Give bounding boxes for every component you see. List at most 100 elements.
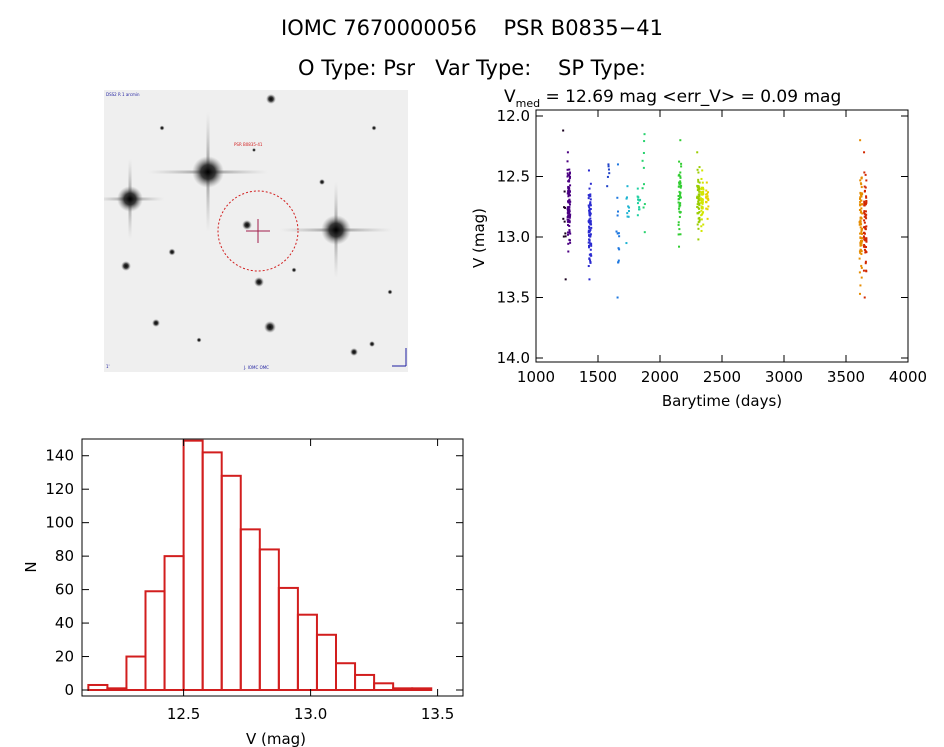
lc-data-point	[696, 223, 699, 226]
lc-data-point	[865, 240, 868, 243]
lc-data-point	[864, 186, 867, 189]
lc-data-point	[865, 225, 868, 228]
lc-data-point	[699, 197, 702, 200]
lc-data-point	[562, 217, 565, 220]
lc-data-point	[588, 194, 591, 197]
lc-data-point	[863, 221, 866, 224]
lc-data-point	[678, 190, 681, 193]
lc-data-point	[589, 198, 592, 201]
lc-data-point	[865, 179, 868, 182]
lc-data-point	[587, 204, 590, 207]
lc-data-point	[589, 233, 592, 236]
lc-data-point	[627, 205, 630, 208]
lc-data-point	[859, 219, 862, 222]
lc-data-point	[588, 257, 591, 260]
lc-data-point	[589, 220, 592, 223]
lc-data-point	[568, 189, 571, 192]
lc-data-point	[588, 212, 591, 215]
lc-data-point	[626, 212, 629, 215]
lc-data-point	[569, 184, 572, 187]
lc-data-point	[566, 220, 569, 223]
lc-data-point	[859, 191, 862, 194]
lc-data-point	[861, 237, 864, 240]
hist-bar	[144, 590, 166, 691]
lc-data-point	[706, 195, 709, 198]
hist-bar	[373, 682, 395, 692]
lc-data-point	[701, 201, 704, 204]
lc-data-point	[698, 218, 701, 221]
lc-data-point	[563, 206, 566, 209]
lc-data-point	[699, 198, 702, 201]
lc-data-point	[628, 206, 631, 209]
figure-title: IOMC 7670000056 PSR B0835−41	[281, 16, 663, 40]
lc-data-point	[697, 212, 700, 215]
hist-bar	[277, 586, 299, 691]
bright-star	[280, 182, 392, 278]
hist-bar	[163, 555, 185, 691]
lc-data-point	[638, 206, 641, 209]
lc-y-tick-label: 12.0	[497, 107, 530, 125]
lc-data-point	[568, 206, 571, 209]
lc-data-point	[588, 229, 591, 232]
lc-data-point	[860, 253, 863, 256]
lc-data-point	[700, 177, 703, 180]
lc-data-point	[568, 179, 571, 182]
lc-data-point	[859, 221, 862, 224]
lc-data-point	[679, 171, 682, 174]
lc-data-point	[641, 187, 644, 190]
lc-data-point	[677, 185, 680, 188]
lc-data-point	[865, 217, 868, 220]
lc-data-point	[569, 194, 572, 197]
lc-data-point	[679, 180, 682, 183]
lc-data-point	[677, 198, 680, 201]
lc-data-point	[863, 248, 866, 251]
lc-data-point	[864, 226, 867, 229]
lc-data-point	[700, 186, 703, 189]
lc-data-point	[700, 225, 703, 228]
lc-data-point	[588, 227, 591, 230]
lc-data-point	[696, 186, 699, 189]
lc-data-point	[863, 185, 866, 188]
lc-data-point	[678, 203, 681, 206]
lc-data-point	[864, 238, 867, 241]
lc-data-point	[562, 129, 565, 132]
lc-data-point	[701, 212, 704, 215]
lc-data-point	[641, 159, 644, 162]
lc-data-point	[642, 151, 645, 154]
hist-x-tick-label: 13.0	[294, 705, 327, 723]
lc-data-point	[696, 151, 699, 154]
lc-data-point	[697, 185, 700, 188]
lc-data-point	[627, 210, 630, 213]
lc-data-point	[696, 196, 699, 199]
lc-data-point	[863, 245, 866, 248]
lc-data-point	[860, 177, 863, 180]
lc-data-point	[700, 187, 703, 190]
hist-bar	[296, 613, 318, 691]
lc-data-point	[566, 216, 569, 219]
lc-data-point	[698, 193, 701, 196]
lc-data-point	[679, 191, 682, 194]
lc-data-point	[617, 259, 620, 262]
lc-data-point	[564, 278, 567, 281]
lc-data-point	[859, 244, 862, 247]
lc-data-point	[706, 208, 709, 211]
lc-data-point	[679, 175, 682, 178]
lc-data-point	[588, 278, 591, 281]
lc-data-point	[562, 235, 565, 238]
lc-data-point	[678, 196, 681, 199]
lc-data-point	[858, 223, 861, 226]
lc-data-point	[863, 203, 866, 206]
hist-y-tick-label: 140	[45, 447, 74, 465]
lc-data-point	[642, 166, 645, 169]
lc-data-point	[568, 238, 571, 241]
lc-data-point	[705, 181, 708, 184]
lc-data-point	[700, 229, 703, 232]
lc-data-point	[858, 271, 861, 274]
finder-label-top-left: DSS2 R 1 arcmin	[106, 92, 140, 97]
lc-data-point	[643, 231, 646, 234]
lc-data-point	[677, 221, 680, 224]
lc-data-point	[566, 160, 569, 163]
lc-data-point	[587, 265, 590, 268]
lc-data-point	[642, 183, 645, 186]
lc-data-point	[698, 190, 701, 193]
